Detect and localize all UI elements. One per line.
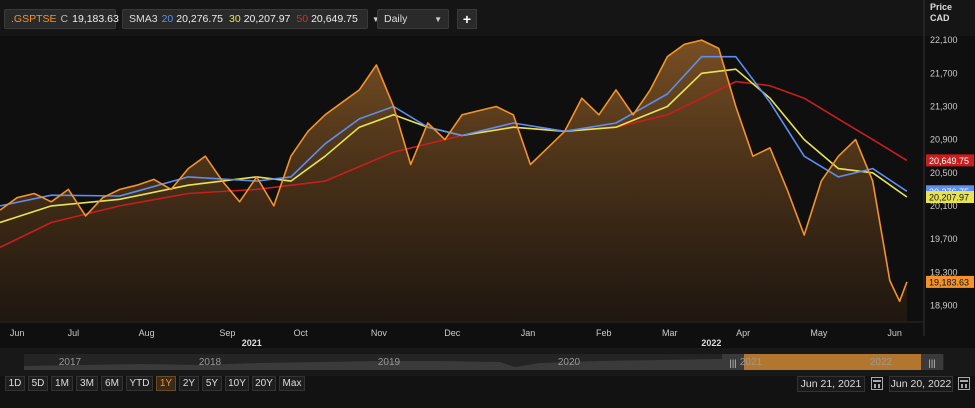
navigator-year-label: 2020 — [558, 357, 581, 368]
x-tick-label: Jan — [521, 328, 536, 338]
add-indicator-button[interactable]: + — [457, 9, 477, 29]
y-tick-label: 18,900 — [930, 300, 958, 310]
sma50-period: 50 — [296, 13, 309, 25]
navigator-year-label: 2018 — [199, 357, 222, 368]
range-button-2y[interactable]: 2Y — [179, 376, 199, 391]
sma30-value: 20,207.97 — [243, 13, 291, 25]
sma20-value: 20,276.75 — [176, 13, 223, 25]
range-button-3m[interactable]: 3M — [76, 376, 98, 391]
sma20-line — [0, 55, 908, 207]
calendar-icon[interactable] — [958, 377, 970, 390]
x-tick-label: May — [810, 328, 828, 338]
symbol-selector[interactable]: .GSPTSE C 19,183.63 ▼ — [4, 9, 141, 29]
range-button-10y[interactable]: 10Y — [225, 376, 249, 391]
navigator-left-handle[interactable] — [722, 354, 744, 370]
indicator-selector[interactable]: SMA3 20 20,276.75 30 20,207.97 50 20,649… — [122, 9, 380, 29]
x-tick-label: Jul — [68, 328, 80, 338]
range-button-max[interactable]: Max — [279, 376, 305, 391]
sma50-value: 20,649.75 — [311, 13, 358, 25]
navigator-year-label: 2019 — [378, 357, 401, 368]
x-tick-label: Dec — [444, 328, 461, 338]
sma30-price-tag: 20,207.97 — [929, 192, 969, 202]
date-from-field[interactable]: Jun 21, 2021 — [797, 376, 865, 392]
x-tick-label: Nov — [371, 328, 388, 338]
y-tick-label: 20,100 — [930, 201, 958, 211]
sma20-period: 20 — [161, 13, 174, 25]
interval-select[interactable]: Daily ▼ — [377, 9, 449, 29]
x-year-label: 2021 — [242, 338, 262, 348]
range-button-5y[interactable]: 5Y — [202, 376, 222, 391]
sma50-price-tag: 20,649.75 — [929, 156, 969, 166]
range-button-5d[interactable]: 5D — [28, 376, 48, 391]
x-tick-label: Oct — [294, 328, 309, 338]
y-tick-label: 19,700 — [930, 234, 958, 244]
y-tick-label: 19,300 — [930, 267, 958, 277]
calendar-icon[interactable] — [871, 377, 883, 390]
price-line — [0, 39, 908, 303]
interval-value: Daily — [384, 13, 408, 25]
y-tick-label: 22,100 — [930, 35, 958, 45]
x-tick-label: Jun — [10, 328, 25, 338]
symbol-name: .GSPTSE — [11, 13, 57, 25]
y-axis-unit: CAD — [930, 13, 950, 23]
y-tick-label: 20,500 — [930, 168, 958, 178]
y-axis-title: Price — [930, 2, 952, 12]
chart-toolbar: .GSPTSE C 19,183.63 ▼ SMA3 20 20,276.75 … — [0, 0, 975, 36]
chevron-down-icon[interactable]: ▼ — [371, 14, 380, 24]
range-button-20y[interactable]: 20Y — [252, 376, 276, 391]
navigator-year-label: 2022 — [870, 357, 893, 368]
grip-icon: ||| — [928, 358, 935, 368]
navigator-right-handle[interactable] — [921, 354, 943, 370]
x-year-label: 2022 — [701, 338, 721, 348]
navigator-track[interactable]: ||| ||| 2017 2018 2019 2020 2021 2022 — [0, 348, 975, 376]
y-tick-label: 21,300 — [930, 101, 958, 111]
price-tag-bg — [926, 275, 974, 288]
y-tick-label: 21,700 — [930, 68, 958, 78]
x-tick-label: Mar — [662, 328, 678, 338]
sma50-price-tag-bg — [926, 154, 974, 167]
y-tick-label: 20,900 — [930, 135, 958, 145]
range-bar: 1D 5D 1M 3M 6M YTD 1Y 2Y 5Y 10Y 20Y Max Jun 21, 202… — [0, 376, 975, 408]
price-tag: 19,183.63 — [929, 277, 969, 287]
navigator-year-label: 2017 — [59, 357, 82, 368]
navigator-selection[interactable] — [743, 354, 921, 370]
range-button-ytd[interactable]: YTD — [126, 376, 153, 391]
price-area-fill — [0, 40, 907, 322]
range-button-1m[interactable]: 1M — [51, 376, 73, 391]
close-value: 19,183.63 — [72, 13, 119, 25]
sma-label: SMA3 — [129, 13, 158, 25]
navigator-year-label: 2021 — [740, 357, 763, 368]
grip-icon: ||| — [729, 358, 736, 368]
date-to-field[interactable]: Jun 20, 2022 — [889, 376, 953, 392]
range-button-6m[interactable]: 6M — [101, 376, 123, 391]
close-prefix: C — [60, 13, 69, 25]
x-tick-label: Sep — [219, 328, 235, 338]
range-button-1d[interactable]: 1D — [5, 376, 25, 391]
x-tick-label: Jun — [887, 328, 902, 338]
sma30-price-tag-bg — [926, 190, 974, 203]
chevron-down-icon[interactable]: ▼ — [434, 14, 442, 24]
timeline-navigator[interactable]: ||| ||| 2017 2018 2019 2020 2021 2022 — [0, 348, 975, 376]
x-tick-label: Feb — [596, 328, 612, 338]
x-tick-label: Aug — [139, 328, 155, 338]
x-tick-label: Apr — [736, 328, 750, 338]
range-button-1y[interactable]: 1Y — [156, 376, 176, 391]
sma30-period: 30 — [229, 13, 241, 25]
